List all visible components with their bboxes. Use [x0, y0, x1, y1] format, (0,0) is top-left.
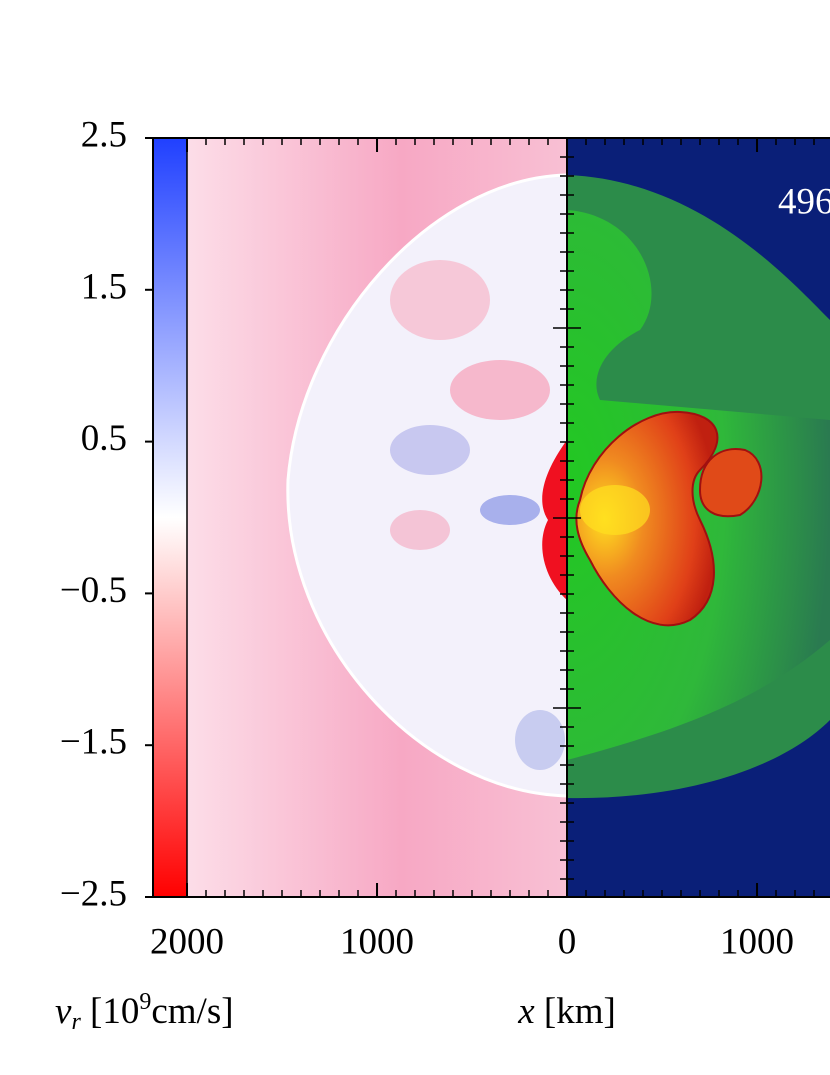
colorbar: [152, 137, 188, 898]
shock-region: [286, 173, 569, 798]
label-part: 9: [139, 989, 151, 1015]
colorbar-tick-label: −2.5: [60, 873, 127, 914]
colorbar-tick-label: 2.5: [81, 114, 127, 155]
x-tick-label: 0: [558, 921, 577, 962]
colorbar-tick-label: 1.5: [81, 266, 127, 307]
colorbar-tick-label: −0.5: [60, 570, 127, 611]
patch: [515, 710, 565, 770]
simulation-image: [153, 138, 830, 897]
label-part: v: [55, 991, 72, 1032]
x-axis-label: x [km]: [517, 991, 616, 1032]
frame: [152, 137, 830, 898]
minor-ticks: [186, 138, 815, 897]
annotation: 496: [778, 181, 830, 222]
label-part: x: [517, 991, 535, 1032]
colorbar-tick-label: 0.5: [81, 418, 127, 459]
x-tick-label: 1000: [720, 921, 794, 962]
hot-bubble: [698, 448, 763, 518]
label-part: [km]: [535, 991, 616, 1032]
patch: [390, 510, 450, 550]
colorbar-tick-label: −1.5: [60, 722, 127, 763]
patch: [450, 360, 550, 420]
green-region: [567, 210, 830, 760]
colorbar-label: vr [109cm/s]: [55, 989, 234, 1035]
label-part: cm/s]: [151, 991, 233, 1032]
patch: [480, 495, 540, 525]
core: [580, 485, 650, 535]
patch: [390, 425, 470, 475]
x-tick-label: 1000: [340, 921, 414, 962]
x-tick-label: 2000: [150, 921, 224, 962]
label-part: r: [71, 1009, 81, 1035]
label-part: [10: [81, 991, 140, 1032]
patch: [390, 260, 490, 340]
